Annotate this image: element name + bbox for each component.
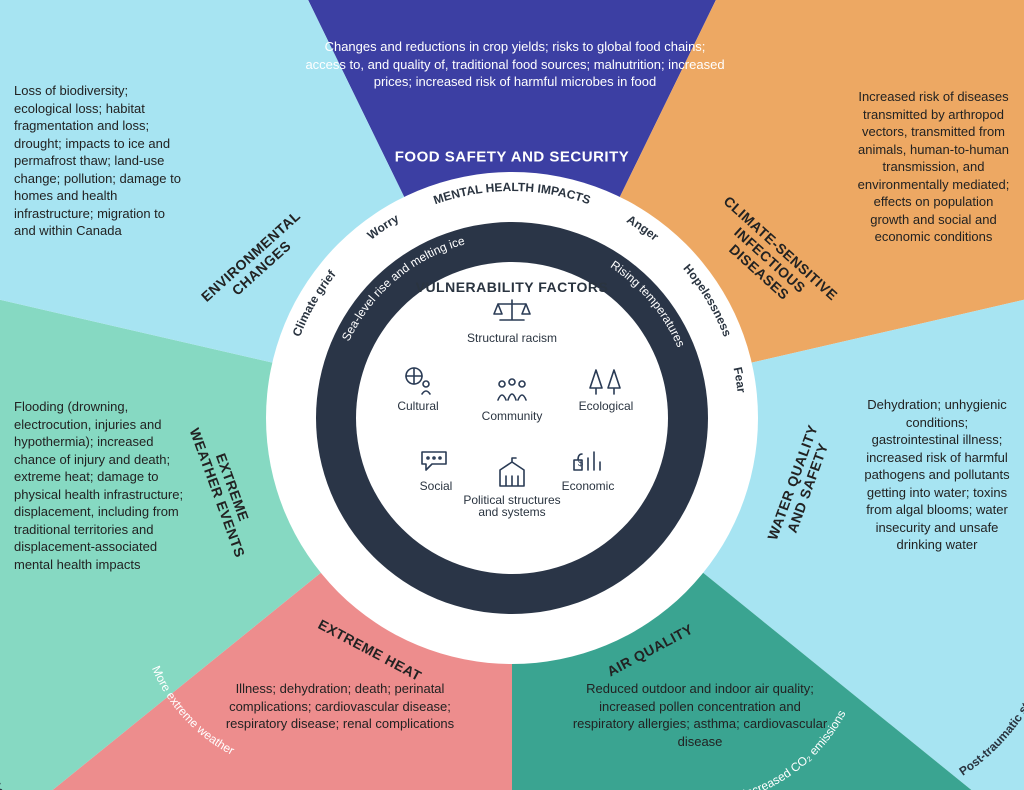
svg-text:$: $ bbox=[578, 458, 583, 468]
vf-economic: Economic bbox=[562, 479, 615, 493]
sector-desc-water: Dehydration; unhygienic conditions; gast… bbox=[862, 396, 1012, 554]
sector-desc-heat: Illness; dehydration; death; perinatal c… bbox=[220, 680, 460, 733]
vf-social: Social bbox=[420, 479, 453, 493]
vf-ecological: Ecological bbox=[579, 399, 634, 413]
vf-political: and systems bbox=[478, 505, 545, 519]
vf-cultural: Cultural bbox=[397, 399, 438, 413]
center-title: VULNERABILITY FACTORS bbox=[416, 279, 609, 295]
sector-desc-weather: Flooding (drowning, electrocution, injur… bbox=[14, 398, 184, 573]
sector-desc-food: Changes and reductions in crop yields; r… bbox=[305, 38, 725, 91]
sector-desc-env: Loss of biodiversity; ecological loss; h… bbox=[14, 82, 184, 240]
sector-desc-infectious: Increased risk of diseases transmitted b… bbox=[856, 88, 1011, 246]
sector-title-food: FOOD SAFETY AND SECURITY bbox=[395, 149, 630, 166]
sector-desc-air: Reduced outdoor and indoor air quality; … bbox=[570, 680, 830, 750]
vf-structural: Structural racism bbox=[467, 331, 557, 345]
vf-community: Community bbox=[482, 409, 543, 423]
